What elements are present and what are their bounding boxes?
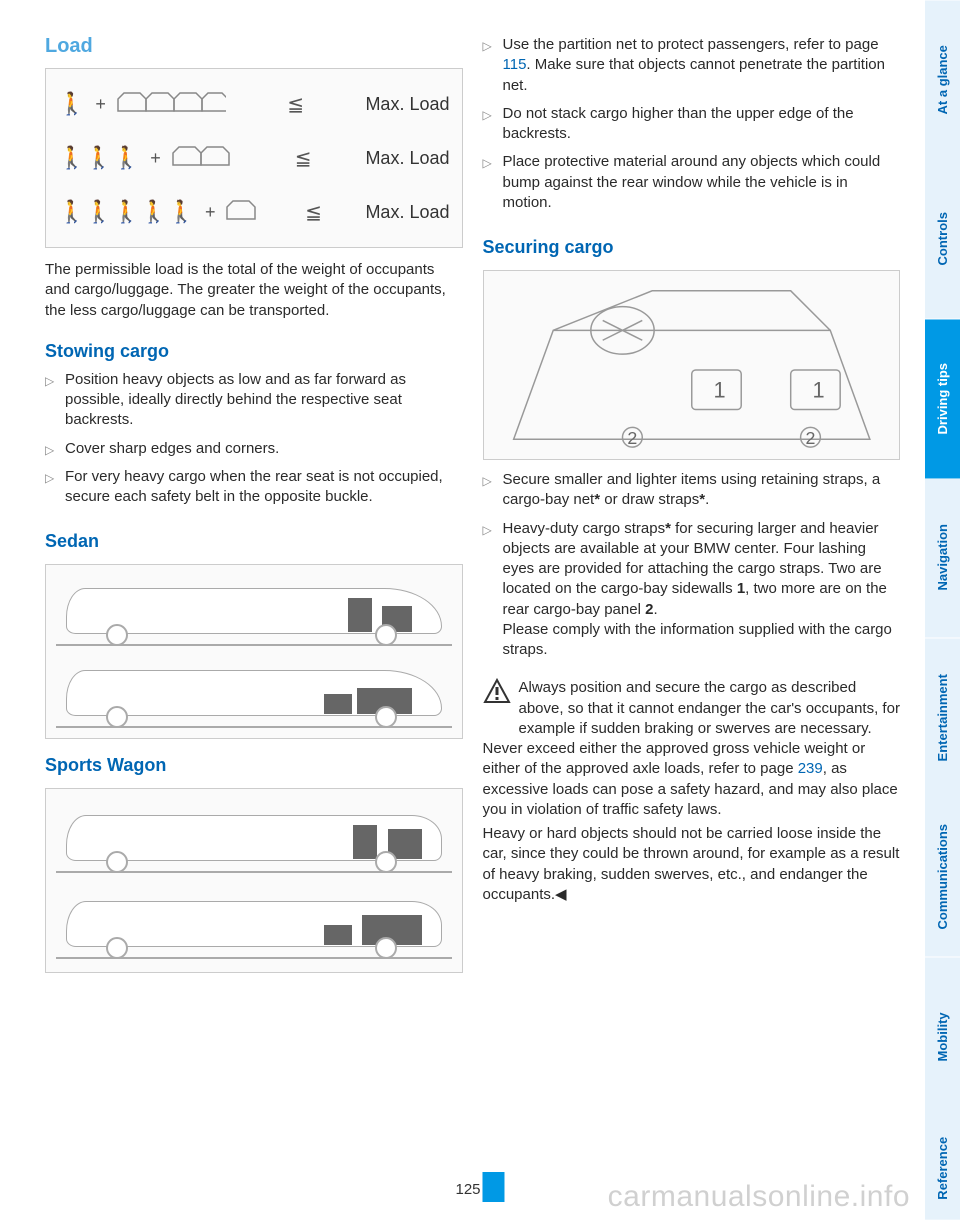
- right-top-list: ▷ Use the partition net to protect passe…: [483, 35, 901, 221]
- bullet-text: Position heavy objects as low and as far…: [65, 370, 463, 431]
- tab-entertainment[interactable]: Entertainment: [925, 638, 960, 797]
- luggage-icon: [225, 199, 261, 225]
- svg-text:1: 1: [812, 378, 824, 403]
- tab-mobility[interactable]: Mobility: [925, 957, 960, 1116]
- stowing-list: ▷Position heavy objects as low and as fa…: [45, 370, 463, 516]
- wagon-diagram: [45, 788, 463, 973]
- max-load-label: Max. Load: [365, 94, 449, 115]
- bullet-text: Cover sharp edges and corners.: [65, 439, 463, 459]
- svg-text:2: 2: [627, 428, 637, 448]
- sedan-diagram: [45, 564, 463, 739]
- bullet-icon: ▷: [483, 519, 503, 538]
- bullet-icon: ▷: [45, 467, 65, 486]
- page-number: 125: [455, 1181, 482, 1202]
- bullet-text: Do not stack cargo higher than the upper…: [503, 104, 901, 145]
- warning-icon: [483, 678, 511, 706]
- svg-text:1: 1: [713, 378, 725, 403]
- heading-sedan: Sedan: [45, 531, 463, 552]
- bullet-icon: ▷: [483, 35, 503, 54]
- bullet-icon: ▷: [483, 104, 503, 123]
- bullet-icon: ▷: [45, 370, 65, 389]
- tab-navigation[interactable]: Navigation: [925, 478, 960, 637]
- securing-list: ▷ Secure smaller and lighter items using…: [483, 470, 901, 668]
- page-number-marker: 125: [455, 1172, 504, 1202]
- warning-text: Always position and secure the cargo as …: [519, 678, 901, 739]
- securing-cargo-diagram: 1 1 2 2: [483, 270, 901, 460]
- page-link-239[interactable]: 239: [798, 760, 823, 777]
- tab-at-a-glance[interactable]: At a glance: [925, 0, 960, 159]
- bullet-icon: ▷: [483, 470, 503, 489]
- section-tabs: At a glance Controls Driving tips Naviga…: [925, 0, 960, 1220]
- heading-load: Load: [45, 35, 463, 58]
- bullet-text: Secure smaller and lighter items using r…: [503, 470, 901, 511]
- bullet-icon: ▷: [45, 439, 65, 458]
- bullet-icon: ▷: [483, 152, 503, 171]
- max-load-label: Max. Load: [365, 148, 449, 169]
- warning-tail: Heavy or hard objects should not be carr…: [483, 824, 901, 905]
- page-link-115[interactable]: 115: [503, 56, 527, 73]
- heading-stowing: Stowing cargo: [45, 341, 463, 362]
- warning-mid: Never exceed either the approved gross v…: [483, 739, 901, 820]
- tab-reference[interactable]: Reference: [925, 1116, 960, 1220]
- heading-wagon: Sports Wagon: [45, 755, 463, 776]
- bullet-text: For very heavy cargo when the rear seat …: [65, 467, 463, 508]
- bullet-text: Heavy-duty cargo straps* for securing la…: [503, 519, 901, 661]
- bullet-text: Place protective material around any obj…: [503, 152, 901, 213]
- person-icon: 🚶🚶🚶: [58, 145, 140, 171]
- person-icon: 🚶🚶🚶🚶🚶: [58, 199, 195, 225]
- load-capacity-diagram: 🚶 + ≦ Max. Load: [45, 68, 463, 248]
- max-load-label: Max. Load: [365, 202, 449, 223]
- tab-controls[interactable]: Controls: [925, 159, 960, 318]
- bullet-text: Use the partition net to protect passeng…: [503, 35, 901, 96]
- tab-communications[interactable]: Communications: [925, 797, 960, 956]
- person-icon: 🚶: [58, 91, 85, 117]
- svg-text:2: 2: [805, 428, 815, 448]
- luggage-icon: [116, 91, 226, 117]
- load-paragraph: The permissible load is the total of the…: [45, 260, 463, 321]
- tab-driving-tips[interactable]: Driving tips: [925, 319, 960, 478]
- heading-securing: Securing cargo: [483, 237, 901, 258]
- luggage-icon: [171, 145, 241, 171]
